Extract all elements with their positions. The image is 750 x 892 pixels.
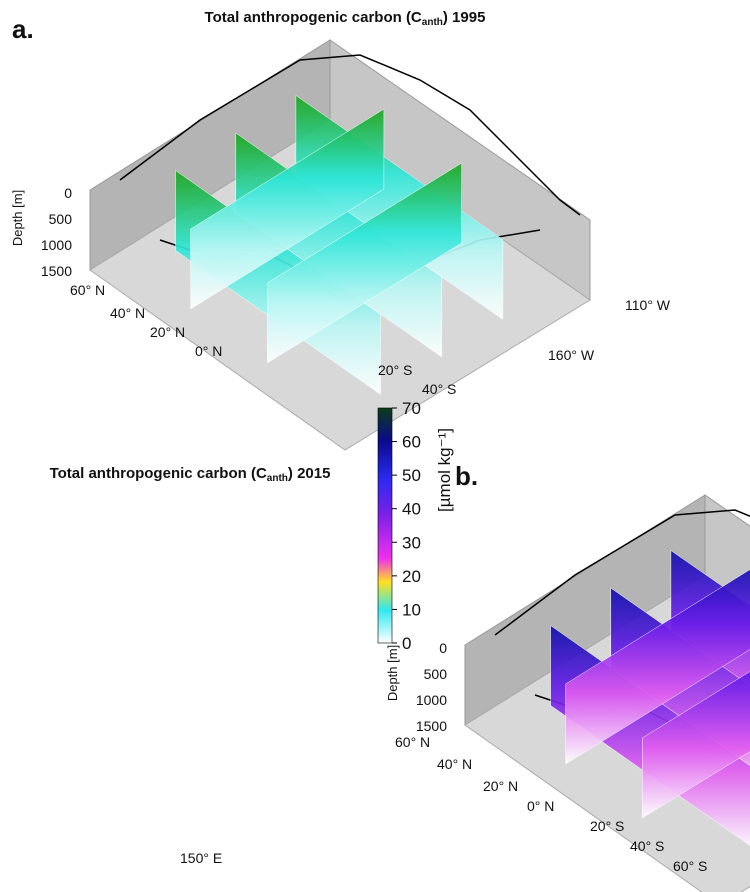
title-part: anth bbox=[267, 473, 288, 484]
page: {"panels": [ {"label": "a.", "title": {"… bbox=[0, 0, 750, 892]
title-part: ) 1995 bbox=[443, 9, 486, 26]
colorbar-tick-label: 50 bbox=[402, 466, 421, 485]
lat-tick-label: 40° S bbox=[630, 838, 664, 854]
lon-tick-label: 150° E bbox=[180, 850, 222, 866]
colorbar-tick-label: 0 bbox=[402, 634, 411, 653]
colorbar-tick-label: 60 bbox=[402, 433, 421, 452]
lat-tick-label: 0° N bbox=[195, 343, 222, 359]
depth-tick-label: 1500 bbox=[416, 718, 447, 734]
lat-tick-label: 20° N bbox=[150, 324, 185, 340]
lat-tick-label: 20° S bbox=[378, 362, 412, 378]
lat-tick-label: 60° N bbox=[395, 734, 430, 750]
lat-tick-label: 60° N bbox=[70, 282, 105, 298]
panel-label: a. bbox=[12, 14, 34, 44]
lat-tick-label: 40° N bbox=[110, 305, 145, 321]
depth-tick-label: 500 bbox=[49, 211, 73, 227]
depth-tick-label: 500 bbox=[424, 666, 448, 682]
colorbar-tick-label: 70 bbox=[402, 399, 421, 418]
panel: b. Total anthropogenic carbon (Canth) 201… bbox=[50, 461, 750, 892]
depth-tick-label: 0 bbox=[64, 185, 72, 201]
lon-tick-label: 110° W bbox=[625, 297, 671, 313]
colorbar-tick-label: 10 bbox=[402, 600, 421, 619]
lat-tick-label: 20° N bbox=[483, 778, 518, 794]
title-part: Total anthropogenic carbon (C bbox=[50, 465, 267, 482]
panel: a. Total anthropogenic carbon (Canth) 199… bbox=[10, 9, 671, 450]
title-part: Total anthropogenic carbon (C bbox=[205, 9, 422, 26]
colorbar-label: [µmol kg⁻¹] bbox=[435, 428, 454, 512]
title-part: anth bbox=[422, 17, 443, 28]
depth-tick-label: 1000 bbox=[41, 237, 72, 253]
colorbar-tick-label: 40 bbox=[402, 500, 421, 519]
colorbar-scale bbox=[378, 408, 392, 643]
title-part: ) 2015 bbox=[288, 465, 331, 482]
depth-label: Depth [m] bbox=[10, 190, 25, 246]
depth-label: Depth [m] bbox=[385, 645, 400, 701]
depth-tick-label: 1000 bbox=[416, 692, 447, 708]
lat-tick-label: 20° S bbox=[590, 818, 624, 834]
panel-title: Total anthropogenic carbon (Canth) 2015 bbox=[50, 465, 331, 484]
colorbar: [µmol kg⁻¹] 70 60 50 40 30 20 10 0 bbox=[378, 399, 454, 653]
lon-tick-label: 160° W bbox=[548, 347, 595, 363]
lat-tick-label: 60° S bbox=[673, 858, 707, 874]
colorbar-tick-label: 20 bbox=[402, 567, 421, 586]
figure: a.Total anthropogenic carbon (Canth) 199… bbox=[0, 0, 750, 892]
lat-tick-label: 0° N bbox=[527, 798, 554, 814]
panel-title: Total anthropogenic carbon (Canth) 1995 bbox=[205, 9, 486, 28]
depth-tick-label: 0 bbox=[439, 640, 447, 656]
depth-tick-label: 1500 bbox=[41, 263, 72, 279]
panel-label: b. bbox=[455, 461, 478, 491]
colorbar-tick-label: 30 bbox=[402, 533, 421, 552]
lat-tick-label: 40° N bbox=[437, 756, 472, 772]
lat-tick-label: 40° S bbox=[422, 381, 456, 397]
